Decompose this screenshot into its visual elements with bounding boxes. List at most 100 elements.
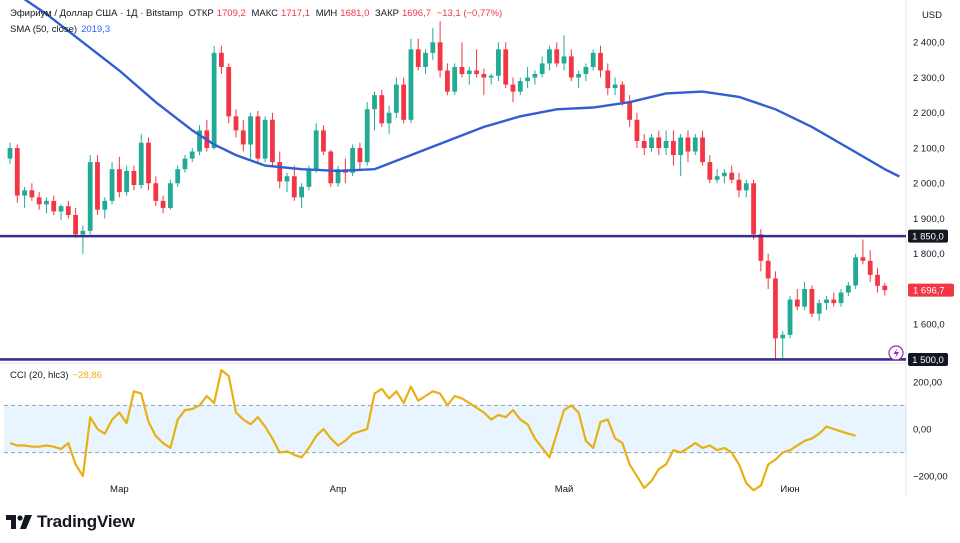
candle-body (707, 162, 713, 180)
candle (204, 119, 210, 152)
candle (219, 45, 224, 75)
candle-body (51, 200, 57, 212)
alert-icon[interactable] (888, 345, 904, 361)
candle (576, 70, 582, 89)
candle (692, 133, 698, 156)
candle (248, 112, 253, 159)
candle (503, 42, 509, 89)
candle-body (875, 274, 880, 286)
candle-body (860, 257, 866, 261)
candle-body (729, 172, 735, 180)
candle (860, 239, 866, 265)
change-value: −13,1 (−0,77%) (436, 8, 503, 19)
candle-body (270, 119, 275, 163)
candle (182, 155, 188, 173)
candle-body (182, 158, 188, 170)
candle (466, 66, 472, 85)
candle-body (714, 176, 720, 180)
candle-body (692, 137, 698, 152)
symbol-name[interactable]: Эфириум / Доллар США · 1Д · Bitstamp (10, 8, 184, 19)
candle (80, 225, 86, 254)
candle-body (248, 116, 253, 145)
candle (386, 105, 392, 134)
candle (634, 112, 640, 149)
candle-body (277, 162, 283, 182)
time-axis-label: Май (555, 484, 574, 495)
candle-body (867, 260, 873, 275)
candle (211, 45, 217, 150)
candle-body (831, 299, 837, 304)
candle (882, 282, 888, 296)
candle (743, 179, 749, 198)
candle (73, 207, 79, 238)
candle (255, 111, 261, 163)
candle (547, 45, 552, 71)
candle (95, 155, 100, 215)
candle-body (445, 70, 450, 92)
candle-body (510, 84, 516, 92)
candle (765, 253, 771, 289)
candle (590, 49, 596, 71)
candle-body (153, 183, 159, 201)
candle (831, 292, 837, 307)
candle (233, 109, 239, 138)
candle-body (605, 70, 611, 89)
candle-body (262, 119, 268, 159)
candle (678, 133, 684, 177)
candle (780, 331, 786, 360)
candle (277, 151, 283, 189)
cci-legend[interactable]: CCI (20, hlc3) −28,86 (10, 370, 102, 381)
candle-body (802, 288, 808, 307)
brand-name: TradingView (37, 512, 135, 531)
candle (14, 144, 20, 203)
candle-body (357, 148, 363, 163)
currency-label[interactable]: USD (921, 10, 942, 21)
symbol-header: Эфириум / Доллар США · 1Д · Bitstamp ОТК… (10, 8, 505, 19)
candle (328, 149, 334, 187)
candle (474, 49, 479, 78)
candle-body (109, 169, 115, 201)
tradingview-logo[interactable]: TradingView (6, 512, 135, 532)
candle (124, 165, 130, 196)
time-axis: Мар Апр Май Июн (110, 484, 800, 495)
candle-body (313, 130, 319, 170)
candle-body (29, 190, 35, 198)
candle-body (160, 200, 166, 208)
sma-legend[interactable]: SMA (50, close) 2019,3 (10, 24, 110, 35)
price-tick-label: 2 100,0 (913, 143, 945, 154)
candle (794, 288, 800, 311)
candle (656, 130, 662, 156)
candle-body (291, 176, 297, 198)
level-label: 1 500,0 (912, 355, 944, 366)
levels-layer: 1 850,0 1 500,0 (0, 229, 948, 366)
candle (867, 250, 873, 282)
candle (809, 285, 815, 318)
candle-body (649, 137, 654, 149)
candle-body (722, 172, 727, 177)
candle-body (189, 151, 195, 159)
candle (641, 133, 647, 156)
candle (379, 89, 385, 127)
candle-body (197, 130, 202, 152)
cci-line (9, 369, 856, 492)
candle-body (372, 95, 377, 110)
last-price-box (908, 283, 954, 297)
candle-body (627, 102, 633, 120)
candle (824, 296, 829, 311)
candle (619, 81, 625, 106)
candle-body (838, 292, 844, 304)
candle-body (554, 49, 560, 64)
candle (437, 21, 443, 78)
candle (270, 112, 275, 166)
candle-body (415, 49, 421, 67)
candle-body (80, 230, 86, 235)
candle (736, 172, 742, 198)
price-tick-label: 2 300,0 (913, 73, 945, 84)
candle-body (598, 52, 603, 71)
candle-body (44, 200, 49, 205)
candle (65, 200, 71, 219)
candle-body (95, 162, 100, 210)
candle (321, 125, 326, 156)
candle (561, 35, 567, 71)
